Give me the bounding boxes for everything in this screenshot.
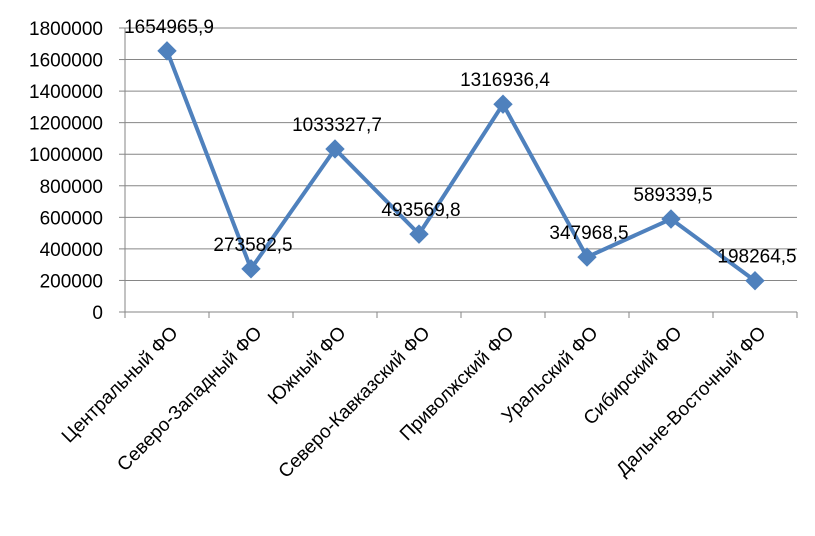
data-label: 493569,8 <box>381 200 460 221</box>
data-point-marker <box>325 139 345 159</box>
data-label: 198264,5 <box>717 247 796 268</box>
y-tick-label: 800000 <box>40 177 103 198</box>
y-tick-label: 200000 <box>40 271 103 292</box>
data-label: 589339,5 <box>633 185 712 206</box>
data-point-marker <box>577 247 597 267</box>
y-tick-label: 1600000 <box>29 51 103 72</box>
data-labels: 1654965,9 273582,5 1033327,7 493569,8 131693… <box>124 17 797 268</box>
y-tick-label: 1800000 <box>29 19 103 40</box>
data-point-marker <box>661 209 681 229</box>
x-tick-label: Дальне-Восточный ФО <box>613 323 771 481</box>
data-label: 347968,5 <box>549 223 628 244</box>
data-point-marker <box>493 94 513 114</box>
axes <box>119 27 798 318</box>
data-label: 1654965,9 <box>124 17 214 38</box>
y-tick-label: 1400000 <box>29 82 103 103</box>
data-point-marker <box>409 224 429 244</box>
gridlines <box>125 27 797 281</box>
data-point-marker <box>157 41 177 61</box>
data-point-marker <box>241 259 261 279</box>
data-label: 1316936,4 <box>460 70 550 91</box>
y-tick-labels: 0 200000 400000 600000 800000 1000000 1200000 1… <box>29 19 103 324</box>
series-line <box>165 50 757 283</box>
y-tick-label: 600000 <box>40 208 103 229</box>
data-label: 273582,5 <box>213 235 292 256</box>
y-tick-label: 0 <box>92 303 103 324</box>
series <box>157 41 765 291</box>
y-tick-label: 1000000 <box>29 145 103 166</box>
data-label: 1033327,7 <box>292 115 382 136</box>
x-tick-label: Южный ФО <box>264 323 350 409</box>
y-tick-label: 1200000 <box>29 114 103 135</box>
x-tick-label: Северо-Западный ФО <box>113 323 266 476</box>
y-tick-label: 400000 <box>40 240 103 261</box>
data-point-marker <box>745 271 765 291</box>
x-tick-label: Северо-Кавказский ФО <box>275 323 435 483</box>
